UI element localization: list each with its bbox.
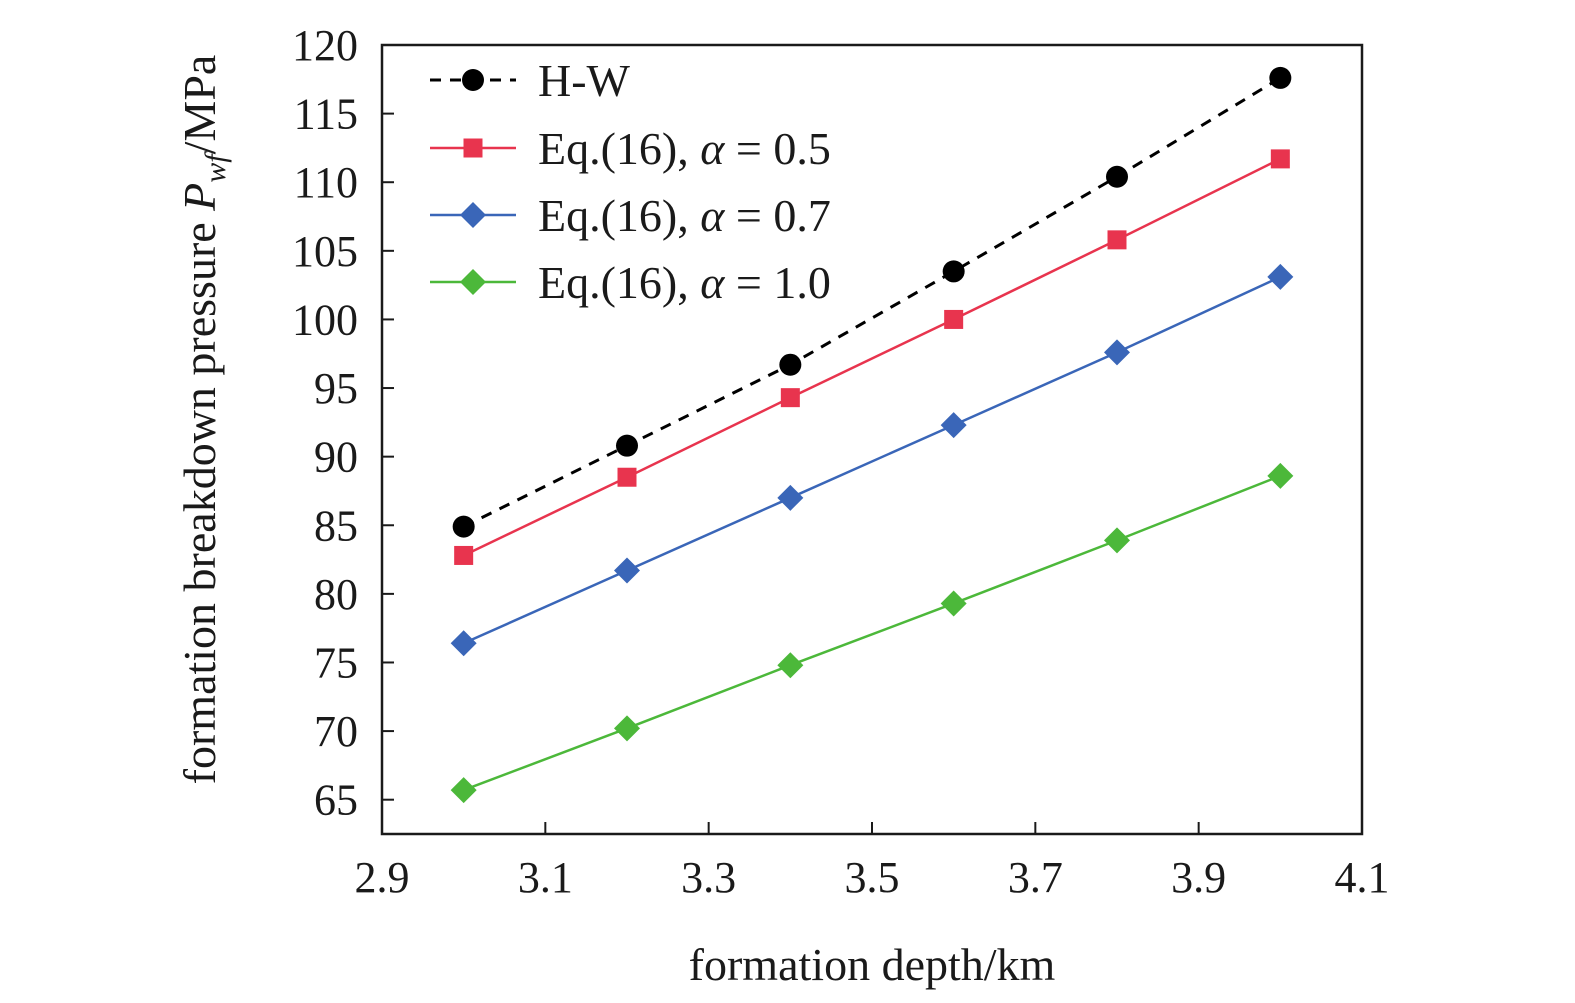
x-tick-label: 3.5 [845,853,900,902]
series-2-point [777,484,804,511]
series-0-point [1269,66,1292,89]
y-axis-title-unit: /MPa [174,55,225,155]
y-tick-label: 80 [314,570,358,619]
series-3-point [777,652,804,679]
x-tick-label: 3.1 [518,853,573,902]
series-0-point [452,515,475,538]
y-tick-label: 90 [314,433,358,482]
x-axis-title: formation depth/km [689,939,1056,990]
y-axis-title-subscript: wf [199,151,232,183]
series-1-point [780,388,800,408]
plot-area [450,66,1294,804]
series-1-point [617,467,637,487]
series-0-point [942,260,965,283]
series-2-point [1104,339,1130,366]
series-3-point [940,590,967,617]
legend-label-1: Eq.(16), α = 0.5 [538,123,831,174]
legend-label-0: H-W [538,55,631,106]
y-axis-title: formation breakdown pressure Pwf/MPa [174,55,232,785]
y-tick-label: 95 [314,364,358,413]
legend-marker-2 [460,202,486,228]
series-line-2 [463,275,1281,645]
series-line-3 [463,474,1281,792]
y-tick-label: 70 [314,707,358,756]
series-2-point [940,412,967,439]
series-1-point [1270,149,1290,169]
y-tick-label: 75 [314,638,358,687]
y-axis-title-symbol: P [174,183,225,212]
series-0-point [1106,165,1128,188]
series-1-point [1107,230,1127,250]
series-0-point [779,353,802,376]
legend-marker-0 [462,69,484,91]
series-0-point [616,434,638,457]
x-tick-label: 3.7 [1008,853,1063,902]
x-tick-label: 4.1 [1335,853,1390,902]
plot-frame [380,43,1364,836]
y-tick-label: 115 [294,90,358,139]
y-tick-label: 65 [314,776,358,825]
series-3-point [614,715,640,742]
x-tick-label: 2.9 [355,853,410,902]
series-2-point [450,630,477,657]
legend: H-W Eq.(16), α = 0.5 Eq.(16), α = 0.7 Eq.(1… [430,55,831,308]
legend-marker-1 [463,138,483,158]
y-tick-label: 120 [292,21,358,70]
legend-label-3: Eq.(16), α = 1.0 [538,257,831,308]
series-3-point [1267,462,1294,489]
series-2-point [1267,263,1294,290]
y-tick-label: 100 [292,295,358,344]
series-1-point [454,545,474,565]
y-axis-title-prefix: formation breakdown pressure [174,211,225,785]
legend-label-2: Eq.(16), α = 0.7 [538,190,831,241]
series-1-point [944,309,964,329]
x-tick-label: 3.9 [1171,853,1226,902]
legend-marker-3 [460,269,486,295]
y-tick-label: 85 [314,501,358,550]
series-2-point [614,557,640,584]
axes: 2.9 3.1 3.3 3.5 3.7 3.9 4.1 65 70 75 80 85 90 95 100 10… [292,21,1390,902]
series-3-point [1104,527,1130,554]
series-3-point [450,777,477,804]
series-line-1 [463,157,1281,557]
y-tick-label: 110 [294,158,358,207]
y-tick-label: 105 [292,227,358,276]
x-tick-label: 3.3 [681,853,736,902]
